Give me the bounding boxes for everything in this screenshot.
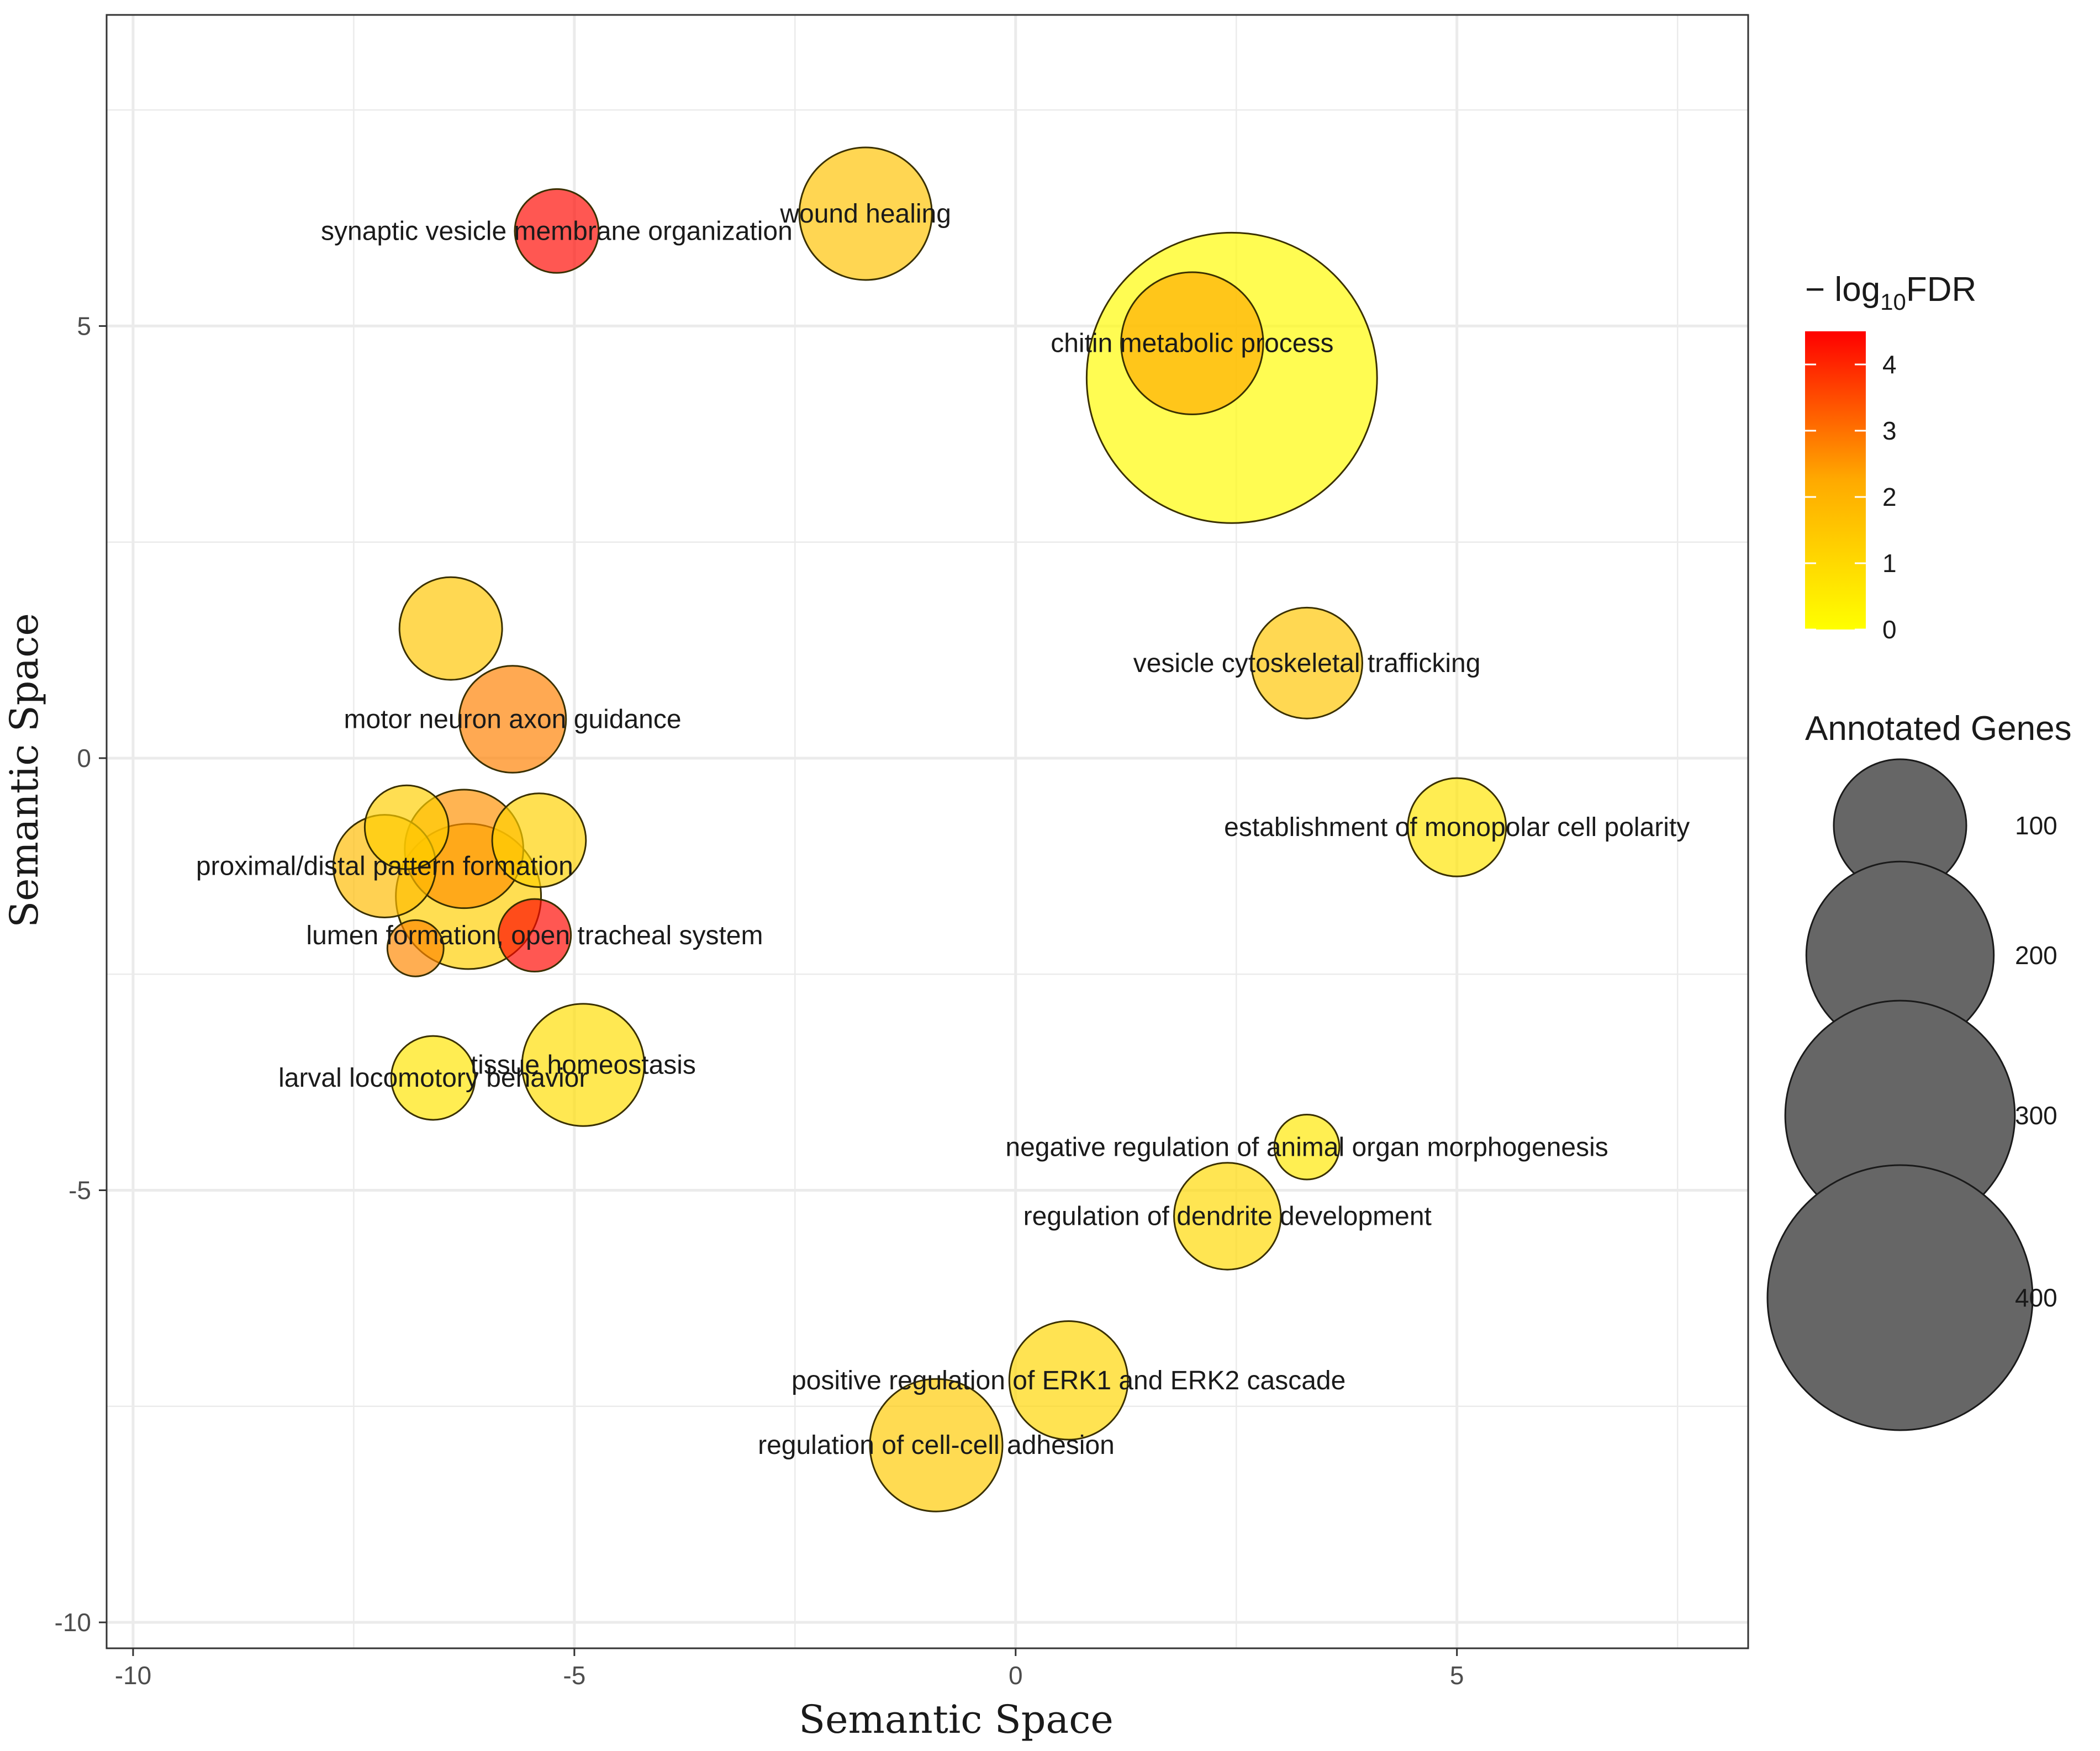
data-point (398, 576, 503, 681)
point-label: regulation of dendrite development (1023, 1202, 1432, 1231)
point-label: wound healing (779, 199, 951, 229)
y-tick-label: -5 (68, 1176, 91, 1205)
point-label: establishment of monopolar cell polarity (1224, 813, 1690, 842)
plot-border (105, 14, 1749, 1649)
x-axis: -10 -5 0 5 (115, 1648, 1464, 1690)
points-layer (332, 146, 1507, 1512)
data-point (363, 784, 450, 870)
size-legend-items: 100 200 300 400 (1766, 758, 2057, 1431)
y-axis-title: Semantic Space (2, 613, 47, 928)
size-legend-circle (1766, 1164, 2034, 1431)
y-tick-label: 0 (77, 744, 91, 773)
data-point (1250, 606, 1363, 720)
color-legend-ticks: 0 1 2 3 4 (1805, 350, 1897, 644)
color-tick-label: 2 (1882, 483, 1897, 511)
color-legend-bar (1805, 331, 1866, 629)
size-legend-label: 300 (2015, 1101, 2057, 1130)
data-point (514, 188, 600, 274)
point-label: vesicle cytoskeletal trafficking (1133, 649, 1481, 678)
point-label: synaptic vesicle membrane organization (321, 216, 793, 246)
data-point (1273, 1113, 1341, 1181)
data-point (458, 665, 567, 774)
color-tick-label: 1 (1882, 549, 1897, 578)
data-point (521, 1003, 645, 1127)
color-legend: − log10FDR 0 1 2 3 4 (1805, 271, 1976, 644)
data-point (1008, 1320, 1129, 1441)
data-point (869, 1378, 1004, 1512)
data-point (798, 146, 933, 281)
size-legend: Annotated Genes 100 200 300 400 (1766, 710, 2072, 1431)
y-axis: -10 -5 0 5 (55, 311, 107, 1637)
point-label: chitin metabolic process (1051, 329, 1333, 358)
point-label: proximal/distal pattern formation (196, 852, 573, 881)
point-label: motor neuron axon guidance (344, 705, 681, 734)
point-labels-layer: chitin metabolic process wound healingsyn… (196, 199, 1690, 1460)
size-legend-label: 200 (2015, 941, 2057, 970)
color-legend-title: − log10FDR (1805, 271, 1976, 315)
y-tick-label: -10 (55, 1608, 91, 1637)
color-tick-label: 0 (1882, 615, 1897, 644)
color-tick-label: 4 (1882, 350, 1897, 379)
point-label: regulation of cell-cell adhesion (758, 1431, 1115, 1460)
point-label: tissue homeostasis (471, 1051, 696, 1080)
data-point (1407, 777, 1507, 877)
color-legend-title-prefix: − log (1805, 271, 1880, 309)
data-point (390, 1035, 476, 1121)
size-legend-label: 100 (2015, 811, 2057, 840)
color-legend-title-sub: 10 (1880, 289, 1906, 315)
data-point (491, 792, 587, 888)
data-point (1120, 271, 1264, 415)
color-legend-title-suffix: FDR (1906, 271, 1976, 309)
data-point (1173, 1162, 1282, 1271)
point-label: lumen formation, open tracheal system (306, 921, 763, 950)
x-tick-label: -10 (115, 1661, 151, 1690)
size-legend-label: 400 (2015, 1283, 2057, 1312)
point-label: positive regulation of ERK1 and ERK2 cas… (792, 1366, 1346, 1395)
x-axis-title: Semantic Space (799, 1697, 1114, 1742)
point-label: larval locomotory behavior (278, 1064, 588, 1093)
point-label: negative regulation of animal organ morp… (1005, 1133, 1608, 1162)
x-tick-label: -5 (563, 1661, 585, 1690)
data-point (386, 919, 445, 977)
y-tick-label: 5 (77, 311, 91, 340)
data-point (497, 898, 572, 973)
x-tick-label: 0 (1009, 1661, 1023, 1690)
color-tick-label: 3 (1882, 416, 1897, 445)
x-tick-label: 5 (1450, 1661, 1464, 1690)
size-legend-title: Annotated Genes (1805, 710, 2072, 748)
